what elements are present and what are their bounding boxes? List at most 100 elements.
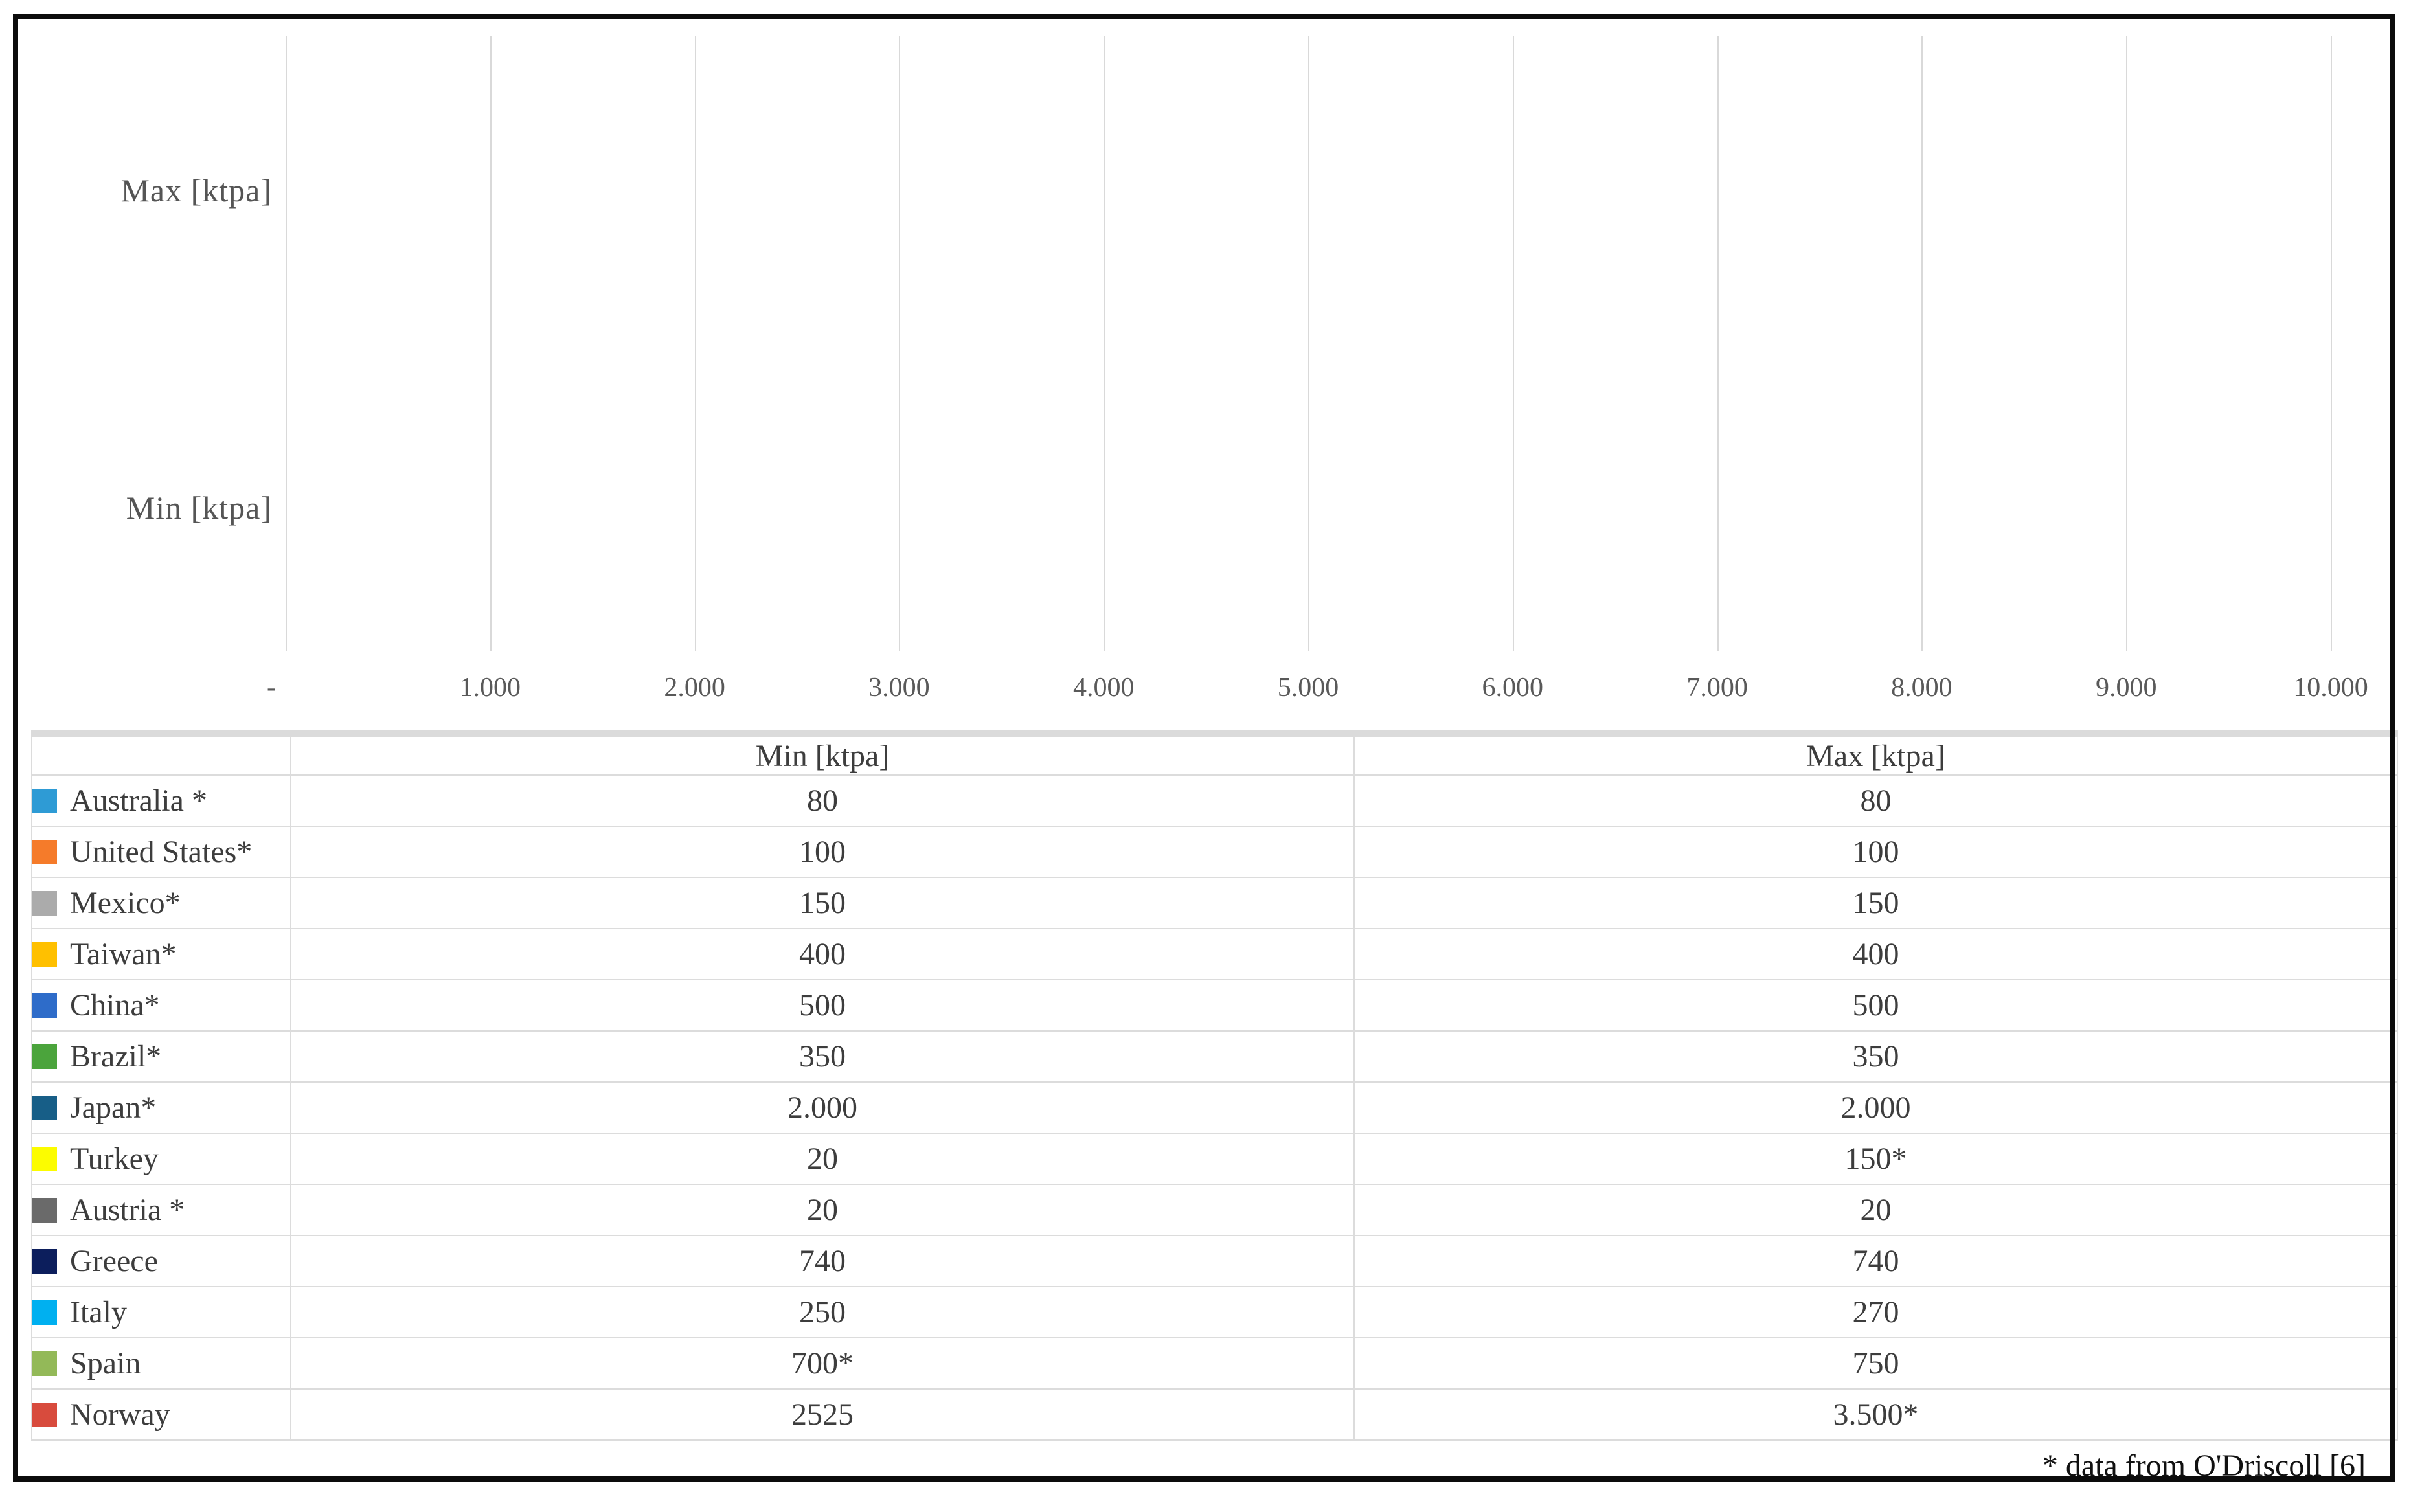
min-value-mexico: 150 <box>290 877 1355 929</box>
min-value-italy: 250 <box>290 1286 1355 1338</box>
x-tick-4: 4.000 <box>1072 673 1135 703</box>
legend-cell-brazil: Brazil* <box>31 1030 291 1083</box>
legend-cell-australia: Australia * <box>31 774 291 827</box>
table-row-brazil: Brazil* 350 350 <box>31 1030 2398 1083</box>
min-value-australia: 80 <box>290 774 1355 827</box>
legend-swatch-norway <box>33 1403 57 1427</box>
x-tick-1: 1.000 <box>459 673 521 703</box>
x-tick-7: 7.000 <box>1686 673 1748 703</box>
table-row-mexico: Mexico* 150 150 <box>31 877 2398 929</box>
gridline-8 <box>1921 36 1923 651</box>
x-tick-10: 10.000 <box>2293 673 2368 703</box>
legend-label-italy: Italy <box>70 1295 127 1329</box>
legend-label-turkey: Turkey <box>70 1142 159 1176</box>
legend-label-austria: Austria * <box>70 1193 185 1227</box>
x-tick-5: 5.000 <box>1277 673 1339 703</box>
table-header-row: Min [ktpa] Max [ktpa] <box>31 733 2398 776</box>
x-tick-3: 3.000 <box>868 673 930 703</box>
max-value-austria: 20 <box>1353 1184 2398 1236</box>
legend-cell-turkey: Turkey <box>31 1133 291 1185</box>
table-row-taiwan: Taiwan* 400 400 <box>31 928 2398 980</box>
bar-label-max: Max [ktpa] <box>120 172 272 209</box>
x-axis: - 1.000 2.000 3.000 4.000 5.000 6.000 7.000 8.00… <box>267 672 2368 717</box>
gridline-0 <box>286 36 287 651</box>
legend-cell-austria: Austria * <box>31 1184 291 1236</box>
legend-swatch-taiwan <box>33 942 57 967</box>
max-column-header: Max [ktpa] <box>1353 733 2398 776</box>
legend-swatch-spain <box>33 1351 57 1376</box>
legend-label-united-states: United States* <box>70 835 253 869</box>
legend-label-japan: Japan* <box>70 1090 157 1125</box>
x-tick-0: - <box>267 673 276 703</box>
min-value-taiwan: 400 <box>290 928 1355 980</box>
legend-swatch-united-states <box>33 840 57 864</box>
legend-swatch-turkey <box>33 1147 57 1171</box>
legend-cell-japan: Japan* <box>31 1081 291 1134</box>
legend-header-cell <box>31 733 291 776</box>
gridline-10 <box>2331 36 2332 651</box>
min-value-china: 500 <box>290 979 1355 1032</box>
min-value-united-states: 100 <box>290 826 1355 878</box>
legend-label-taiwan: Taiwan* <box>70 937 177 971</box>
max-value-china: 500 <box>1353 979 2398 1032</box>
legend-swatch-italy <box>33 1300 57 1325</box>
min-column-header: Min [ktpa] <box>290 733 1355 776</box>
legend-cell-china: China* <box>31 979 291 1032</box>
table-row-united-states: United States* 100 100 <box>31 826 2398 878</box>
max-value-mexico: 150 <box>1353 877 2398 929</box>
legend-cell-mexico: Mexico* <box>31 877 291 929</box>
max-value-italy: 270 <box>1353 1286 2398 1338</box>
gridline-6 <box>1512 36 1514 651</box>
min-value-greece: 740 <box>290 1235 1355 1287</box>
x-tick-8: 8.000 <box>1891 673 1953 703</box>
legend-swatch-china <box>33 993 57 1018</box>
table-row-australia: Australia * 80 80 <box>31 774 2398 827</box>
x-tick-9: 9.000 <box>2095 673 2157 703</box>
max-value-brazil: 350 <box>1353 1030 2398 1083</box>
legend-swatch-brazil <box>33 1044 57 1069</box>
table-row-greece: Greece 740 740 <box>31 1235 2398 1287</box>
footnote: * data from O'Driscoll [6] <box>2042 1449 2366 1483</box>
max-value-turkey: 150* <box>1353 1133 2398 1185</box>
gridline-7 <box>1717 36 1719 651</box>
gridline-4 <box>1104 36 1105 651</box>
gridline-3 <box>899 36 901 651</box>
legend-label-greece: Greece <box>70 1244 158 1278</box>
legend-cell-norway: Norway <box>31 1388 291 1441</box>
table-row-japan: Japan* 2.000 2.000 <box>31 1081 2398 1134</box>
min-value-brazil: 350 <box>290 1030 1355 1083</box>
legend-label-norway: Norway <box>70 1397 170 1432</box>
max-value-australia: 80 <box>1353 774 2398 827</box>
min-value-japan: 2.000 <box>290 1081 1355 1134</box>
max-value-greece: 740 <box>1353 1235 2398 1287</box>
table-row-spain: Spain 700* 750 <box>31 1337 2398 1390</box>
table-row-norway: Norway 2525 3.500* <box>31 1388 2398 1441</box>
max-value-spain: 750 <box>1353 1337 2398 1390</box>
gridline-2 <box>694 36 696 651</box>
plot-area <box>286 36 2332 651</box>
max-value-japan: 2.000 <box>1353 1081 2398 1134</box>
legend-label-australia: Australia * <box>70 784 207 818</box>
legend-cell-italy: Italy <box>31 1286 291 1338</box>
min-value-turkey: 20 <box>290 1133 1355 1185</box>
legend-swatch-australia <box>33 789 57 813</box>
max-value-norway: 3.500* <box>1353 1388 2398 1441</box>
table-row-china: China* 500 500 <box>31 979 2398 1032</box>
legend-cell-greece: Greece <box>31 1235 291 1287</box>
data-table: Min [ktpa] Max [ktpa] Australia * 80 80 Uni… <box>31 730 2398 1441</box>
max-value-taiwan: 400 <box>1353 928 2398 980</box>
gridline-5 <box>1308 36 1309 651</box>
table-row-turkey: Turkey 20 150* <box>31 1133 2398 1185</box>
max-value-united-states: 100 <box>1353 826 2398 878</box>
legend-label-mexico: Mexico* <box>70 886 181 920</box>
min-value-austria: 20 <box>290 1184 1355 1236</box>
legend-label-brazil: Brazil* <box>70 1039 162 1074</box>
table-row-austria: Austria * 20 20 <box>31 1184 2398 1236</box>
legend-label-spain: Spain <box>70 1346 141 1381</box>
legend-swatch-mexico <box>33 891 57 916</box>
x-tick-6: 6.000 <box>1482 673 1544 703</box>
table-row-italy: Italy 250 270 <box>31 1286 2398 1338</box>
min-value-norway: 2525 <box>290 1388 1355 1441</box>
legend-swatch-japan <box>33 1096 57 1120</box>
